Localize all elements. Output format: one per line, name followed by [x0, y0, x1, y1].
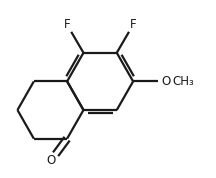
- Text: CH₃: CH₃: [172, 75, 194, 88]
- Text: O: O: [162, 75, 171, 88]
- Text: F: F: [130, 18, 137, 31]
- Text: F: F: [64, 18, 70, 31]
- Circle shape: [43, 153, 58, 168]
- Circle shape: [159, 74, 174, 89]
- Circle shape: [125, 17, 141, 32]
- Text: O: O: [46, 154, 55, 167]
- Circle shape: [60, 17, 75, 32]
- Circle shape: [175, 74, 190, 89]
